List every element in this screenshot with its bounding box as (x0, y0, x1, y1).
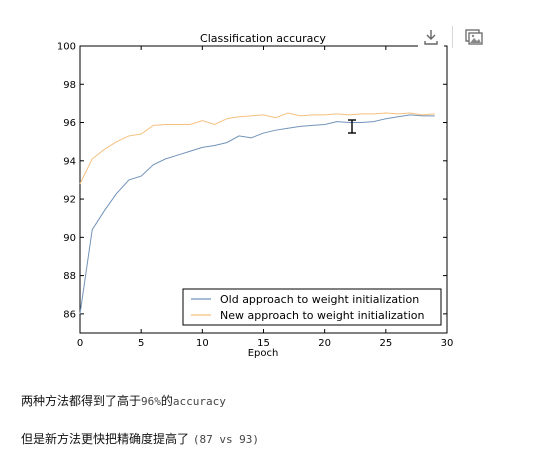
y-tick-label: 92 (63, 195, 76, 206)
y-tick-label: 90 (63, 233, 76, 244)
legend: Old approach to weight initialization New… (183, 289, 441, 325)
text-segment: 两种方法都得到了高于 (21, 394, 141, 408)
accuracy-chart: Classification accuracy Epoch 0 5 10 15 20 25… (0, 0, 552, 370)
y-tick-label: 88 (63, 271, 76, 282)
y-tick-label: 98 (63, 80, 76, 91)
output-toolbar (418, 24, 487, 50)
inline-code: (87 vs 93) (193, 433, 259, 446)
x-tick-label: 20 (318, 338, 331, 349)
x-tick-label: 0 (77, 338, 83, 349)
x-tick-label: 30 (441, 338, 454, 349)
legend-label: Old approach to weight initialization (220, 293, 419, 306)
legend-label: New approach to weight initialization (220, 309, 425, 322)
markdown-text-1: 两种方法都得到了高于96%的accuracy (21, 392, 226, 409)
y-tick-label: 100 (57, 42, 76, 53)
x-tick-label: 10 (196, 338, 209, 349)
x-tick-label: 15 (257, 338, 270, 349)
download-button[interactable] (418, 24, 444, 50)
x-tick-label: 5 (138, 338, 144, 349)
y-tick-label: 94 (63, 156, 76, 167)
inline-code: 96% (141, 395, 161, 408)
x-axis-label: Epoch (248, 348, 279, 359)
x-tick-label: 25 (379, 338, 392, 349)
image-icon (464, 28, 484, 46)
download-icon (422, 28, 440, 46)
inline-code: accuracy (173, 395, 226, 408)
markdown-text-2: 但是新方法更快把精确度提高了 (87 vs 93) (21, 430, 259, 447)
y-tick-label: 96 (63, 118, 76, 129)
text-segment: 但是新方法更快把精确度提高了 (21, 432, 193, 446)
y-tick-label: 86 (63, 309, 76, 320)
view-image-button[interactable] (461, 24, 487, 50)
text-segment: 的 (161, 394, 173, 408)
toolbar-divider (452, 26, 453, 48)
chart-title: Classification accuracy (200, 32, 326, 45)
